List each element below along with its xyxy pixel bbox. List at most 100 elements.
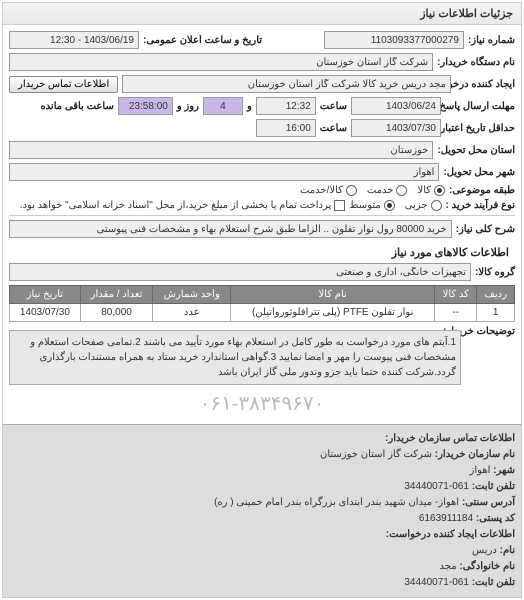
org-name-label: نام سازمان خریدار: [435, 449, 515, 460]
radio-medium-item[interactable]: متوسط [349, 200, 394, 211]
deadline-time-input[interactable] [256, 97, 316, 115]
price-validity-label: حداقل تاریخ اعتبار قیمت: تا تاریخ: [445, 123, 515, 134]
group-input[interactable] [9, 263, 471, 281]
cell-code: -- [435, 304, 477, 322]
row-delivery-state: استان محل تحویل: [9, 141, 515, 159]
row-deadline: مهلت ارسال پاسخ: تا تاریخ: ساعت و روز و … [9, 97, 515, 115]
cell-qty: 80,000 [80, 304, 153, 322]
city-value: اهواز [470, 465, 491, 476]
radio-goods [434, 185, 445, 196]
radio-goods-service [346, 185, 357, 196]
cell-unit: عدد [153, 304, 231, 322]
form-body: شماره نیاز: تاریخ و ساعت اعلان عمومی: نا… [3, 25, 521, 424]
col-name: نام کالا [231, 286, 435, 304]
contact-title: اطلاعات تماس سازمان خریدار: [385, 433, 515, 444]
phone-label: تلفن ثابت: [472, 481, 515, 492]
delivery-city-input[interactable] [9, 163, 439, 181]
time-label-2: ساعت [320, 123, 347, 134]
col-qty: تعداد / مقدار [80, 286, 153, 304]
price-validity-time-input[interactable] [256, 119, 316, 137]
remain-and: و [247, 101, 252, 112]
separator-1 [9, 215, 515, 216]
panel-header: جزئیات اطلاعات نیاز [3, 3, 521, 25]
lname-label: نام خانوادگی: [459, 561, 515, 572]
device-input[interactable] [9, 53, 433, 71]
deadline-label: مهلت ارسال پاسخ: تا تاریخ: [445, 101, 515, 112]
delivery-state-label: استان محل تحویل: [437, 145, 515, 156]
row-creator: ایجاد کننده درخواست: اطلاعات تماس خریدار [9, 75, 515, 93]
fname-label: نام: [500, 545, 515, 556]
row-buyer-desc: توضیحات خریدار: 1.آیتم های مورد درخواست … [9, 326, 515, 385]
need-number-label: شماره نیاز: [468, 35, 515, 46]
group-label: گروه کالا: [475, 267, 515, 278]
creator-input[interactable] [122, 75, 451, 93]
deadline-date-input[interactable] [351, 97, 441, 115]
req-phone-label: تلفن ثابت: [472, 577, 515, 588]
payment-check-item[interactable]: پرداخت تمام یا بخشی از مبلغ خرید،از محل … [20, 200, 346, 211]
lname-value: مجد [440, 561, 457, 572]
row-process: نوع فرآیند خرید : جزیی متوسط پرداخت تمام… [9, 200, 515, 211]
need-title-label: شرح کلی نیاز: [456, 224, 515, 235]
remain-time-input[interactable] [118, 97, 173, 115]
radio-minor [431, 200, 442, 211]
watermark: ۰۶۱-۳۸۳۴۹۶۷۰ [9, 389, 515, 418]
col-unit: واحد شمارش [153, 286, 231, 304]
buyer-desc-label: توضیحات خریدار: [465, 326, 515, 337]
city-label: شهر: [493, 465, 515, 476]
radio-service-item[interactable]: خدمت [367, 185, 408, 196]
radio-service [396, 185, 407, 196]
goods-table: ردیف کد کالا نام کالا واحد شمارش تعداد /… [9, 285, 515, 322]
time-label-1: ساعت [320, 101, 347, 112]
delivery-city-label: شهر محل تحویل: [443, 167, 515, 178]
remain-days-input[interactable] [203, 97, 243, 115]
goods-info-title: اطلاعات کالاهای مورد نیاز [9, 242, 515, 263]
contact-section: اطلاعات تماس سازمان خریدار: نام سازمان خ… [3, 424, 521, 597]
req-phone-value: 061-34440071 [404, 577, 469, 588]
org-name: شرکت گاز استان خوزستان [320, 449, 432, 460]
row-subject: طبقه موضوعی: کالا خدمت کالا/خدمت [9, 185, 515, 196]
radio-medium [384, 200, 395, 211]
main-panel: جزئیات اطلاعات نیاز شماره نیاز: تاریخ و … [2, 2, 522, 598]
cell-date: 1403/07/30 [10, 304, 81, 322]
payment-checkbox [334, 200, 345, 211]
announce-label: تاریخ و ساعت اعلان عمومی: [143, 35, 262, 46]
row-price-validity: حداقل تاریخ اعتبار قیمت: تا تاریخ: ساعت [9, 119, 515, 137]
address-value: اهواز- میدان شهید بندر ابتدای بزرگراه بن… [214, 497, 459, 508]
fname-value: دریس [472, 545, 497, 556]
row-device: نام دستگاه خریدار: [9, 53, 515, 71]
phone-value: 061-34440071 [404, 481, 469, 492]
col-date: تاریخ نیاز [10, 286, 81, 304]
need-title-input[interactable] [9, 220, 452, 238]
cell-row: 1 [477, 304, 515, 322]
row-delivery-city: شهر محل تحویل: [9, 163, 515, 181]
device-label: نام دستگاه خریدار: [437, 57, 515, 68]
radio-goods-item[interactable]: کالا [417, 185, 445, 196]
subject-radio-group: کالا خدمت کالا/خدمت [300, 185, 445, 196]
contact-button[interactable]: اطلاعات تماس خریدار [9, 76, 118, 93]
delivery-state-input[interactable] [9, 141, 433, 159]
col-row: ردیف [477, 286, 515, 304]
need-number-input[interactable] [324, 31, 464, 49]
remain-day-label: روز و [177, 101, 199, 112]
remain-label: ساعت باقی مانده [40, 101, 113, 112]
requester-title: اطلاعات ایجاد کننده درخواست: [386, 529, 515, 540]
row-need-number: شماره نیاز: تاریخ و ساعت اعلان عمومی: [9, 31, 515, 49]
row-group: گروه کالا: [9, 263, 515, 281]
col-code: کد کالا [435, 286, 477, 304]
radio-goods-service-item[interactable]: کالا/خدمت [300, 185, 357, 196]
table-row: 1 -- نوار تفلون PTFE (پلی تترافلوئورواتی… [10, 304, 515, 322]
price-validity-date-input[interactable] [351, 119, 441, 137]
announce-input[interactable] [9, 31, 139, 49]
address-label: آدرس سنتی: [462, 497, 515, 508]
buyer-desc-box: 1.آیتم های مورد درخواست به طور کامل در ا… [9, 330, 461, 385]
process-label: نوع فرآیند خرید : [446, 200, 515, 211]
creator-label: ایجاد کننده درخواست: [455, 79, 515, 90]
cell-name: نوار تفلون PTFE (پلی تترافلوئورواتیلن) [231, 304, 435, 322]
row-need-title: شرح کلی نیاز: [9, 220, 515, 238]
subject-label: طبقه موضوعی: [449, 185, 515, 196]
table-header-row: ردیف کد کالا نام کالا واحد شمارش تعداد /… [10, 286, 515, 304]
postal-value: 6163911184 [419, 513, 473, 524]
process-radio-group: جزیی متوسط [349, 200, 441, 211]
postal-label: کد پستی: [476, 513, 515, 524]
radio-minor-item[interactable]: جزیی [405, 200, 442, 211]
